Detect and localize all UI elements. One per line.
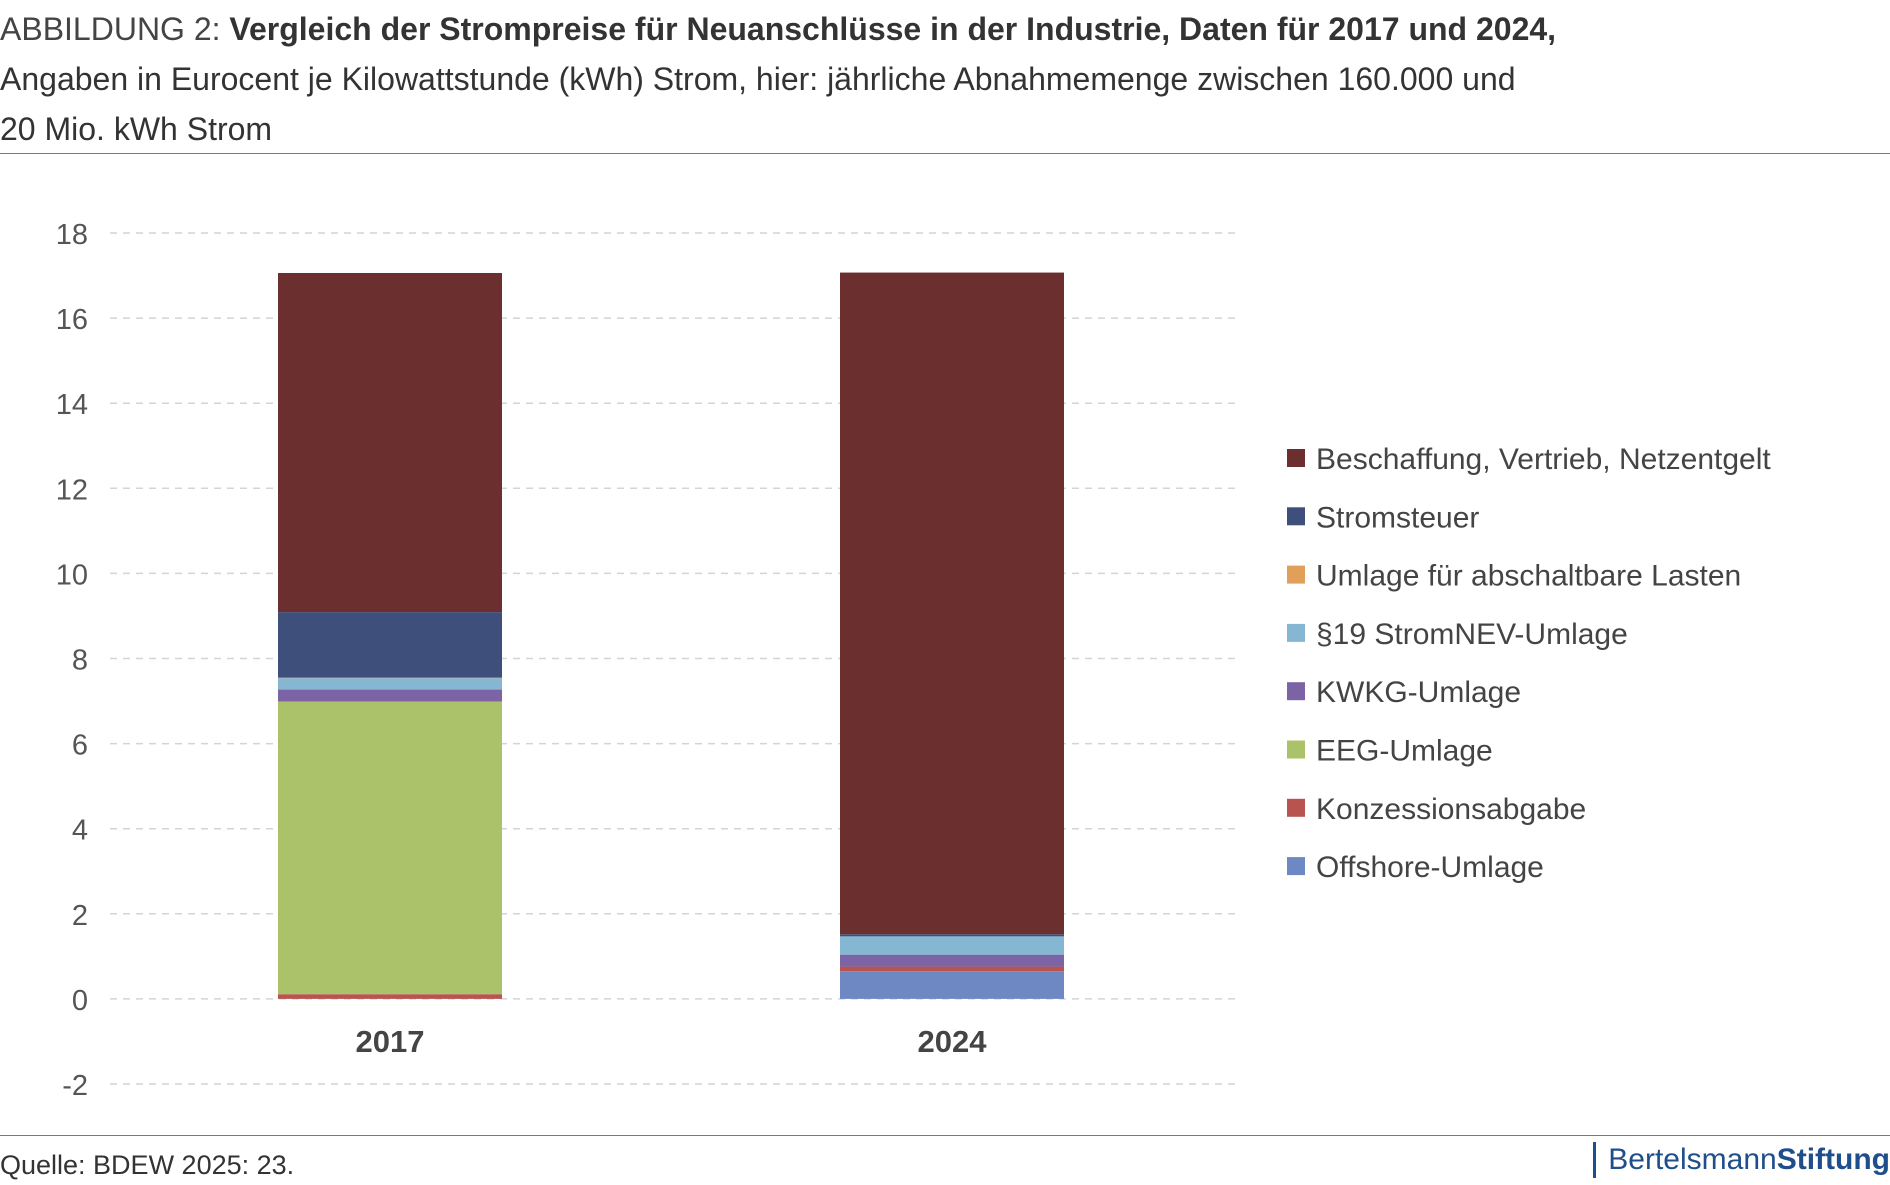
legend-swatch (1287, 449, 1305, 467)
y-tick-label: 4 (72, 815, 88, 847)
figure-title: Vergleich der Strompreise für Neuanschlü… (229, 11, 1557, 47)
figure-subtitle-line-1: Angaben in Eurocent je Kilowattstunde (k… (0, 61, 1516, 97)
legend-label: Stromsteuer (1316, 501, 1479, 534)
bar-segment (840, 971, 1064, 999)
legend-label: §19 StromNEV-Umlage (1316, 618, 1628, 651)
legend-swatch (1287, 857, 1305, 876)
legend-label: EEG-Umlage (1316, 735, 1493, 768)
legend-label: Beschaffung, Vertrieb, Netzentgelt (1316, 443, 1771, 476)
legend-swatch (1287, 740, 1305, 759)
figure-subtitle-line-2: 20 Mio. kWh Strom (0, 111, 273, 147)
legend-swatch (1287, 682, 1305, 701)
bar-segment (278, 678, 502, 690)
bar-segment (840, 954, 1064, 967)
y-tick-label: 12 (56, 474, 88, 506)
bar-segment (278, 701, 502, 995)
bar-segment (278, 677, 502, 679)
footer-divider (0, 1135, 1890, 1136)
y-tick-label: 6 (72, 730, 88, 762)
y-tick-label: 0 (72, 985, 88, 1017)
y-tick-label: 16 (56, 304, 88, 336)
logo-text-bertelsmann: Bertelsmann (1608, 1143, 1777, 1176)
legend-label: Konzessionsabgabe (1316, 793, 1586, 826)
bar-segment (278, 689, 502, 702)
legend-label: KWKG-Umlage (1316, 676, 1521, 709)
y-tick-label: 18 (56, 219, 88, 251)
legend-label: Umlage für abschaltbare Lasten (1316, 560, 1741, 593)
legend-swatch (1287, 798, 1305, 817)
y-tick-label: 2 (72, 900, 88, 932)
bar-segment (840, 966, 1064, 972)
legend-swatch (1287, 565, 1305, 584)
y-tick-label: 10 (56, 559, 88, 591)
bar-segment (278, 994, 502, 999)
logo-text-stiftung: Stiftung (1776, 1143, 1890, 1176)
bar-segment (278, 612, 502, 678)
legend-swatch (1287, 623, 1305, 642)
stacked-bar-chart: -2 0 2 4 6 8 10 12 14 16 18 2017 2024 Beschaffung, Ve… (56, 219, 1772, 1102)
header-divider (0, 153, 1890, 154)
bar-segment (840, 934, 1064, 937)
y-tick-label: 8 (72, 645, 88, 677)
x-tick-label: 2024 (918, 1024, 988, 1059)
x-tick-label: 2017 (356, 1024, 425, 1059)
source-note: Quelle: BDEW 2025: 23. (0, 1150, 295, 1180)
bar-segment (840, 936, 1064, 955)
legend-swatch (1287, 507, 1305, 526)
figure-title-line: ABBILDUNG 2: Vergleich der Strompreise f… (0, 4, 1890, 54)
bar-segment (278, 272, 502, 613)
bertelsmann-logo: Bertelsmann Stiftung (1593, 1140, 1890, 1180)
figure-header: ABBILDUNG 2: Vergleich der Strompreise f… (0, 4, 1890, 154)
legend-label: Offshore-Umlage (1316, 851, 1544, 884)
y-tick-label: -2 (62, 1070, 88, 1102)
figure-label: ABBILDUNG 2: (0, 11, 221, 47)
bar-segment (840, 272, 1064, 935)
logo-bar (1593, 1142, 1597, 1178)
y-tick-label: 14 (56, 389, 88, 421)
